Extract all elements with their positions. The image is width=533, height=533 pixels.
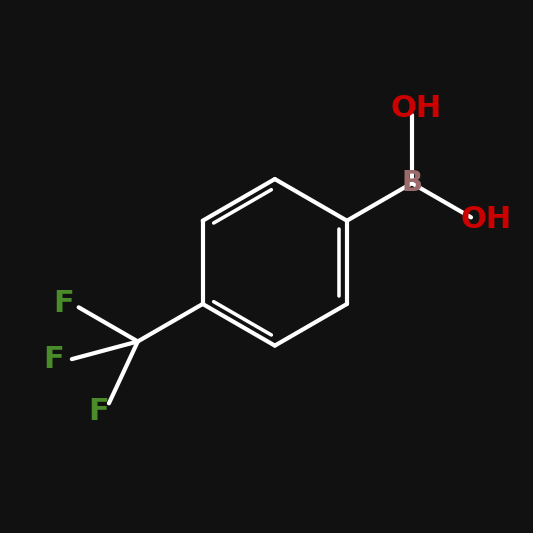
Text: OH: OH xyxy=(461,205,512,233)
Text: B: B xyxy=(401,169,423,197)
Text: F: F xyxy=(88,397,109,426)
Text: OH: OH xyxy=(390,94,442,123)
Text: F: F xyxy=(53,289,74,318)
Text: F: F xyxy=(43,345,64,374)
